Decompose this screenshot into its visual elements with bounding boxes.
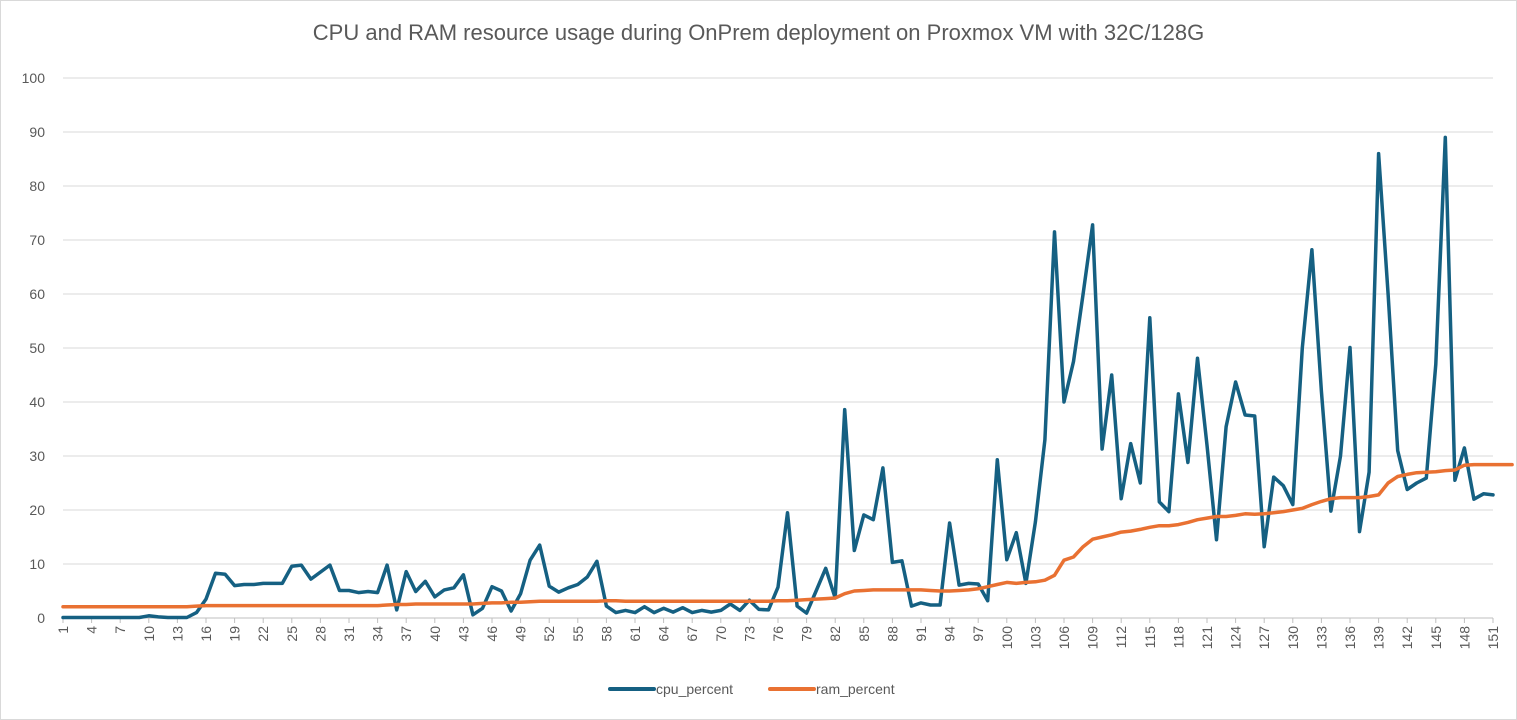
x-tick-label: 73 <box>741 626 757 642</box>
x-tick-label: 25 <box>284 626 300 642</box>
gridlines <box>63 77 1493 619</box>
x-tick-label: 145 <box>1428 626 1444 650</box>
x-tick-label: 34 <box>370 626 386 642</box>
legend-label-ram_percent: ram_percent <box>816 681 895 697</box>
y-tick-label: 40 <box>29 394 45 410</box>
x-tick-label: 151 <box>1485 626 1501 650</box>
x-tick-label: 37 <box>398 626 414 642</box>
x-tick-label: 136 <box>1342 626 1358 650</box>
x-tick-label: 55 <box>570 626 586 642</box>
x-tick-label: 16 <box>198 626 214 642</box>
x-tick-label: 139 <box>1371 626 1387 650</box>
x-tick-label: 142 <box>1399 626 1415 650</box>
x-tick-label: 28 <box>312 626 328 642</box>
x-tick-label: 94 <box>942 626 958 642</box>
x-tick-label: 97 <box>970 626 986 642</box>
y-tick-label: 50 <box>29 340 45 356</box>
x-tick-label: 109 <box>1085 626 1101 650</box>
y-tick-label: 0 <box>37 610 45 626</box>
y-tick-label: 60 <box>29 286 45 302</box>
chart-title: CPU and RAM resource usage during OnPrem… <box>312 20 1205 45</box>
y-tick-label: 100 <box>22 70 46 86</box>
x-tick-label: 130 <box>1285 626 1301 650</box>
x-tick-label: 64 <box>656 626 672 642</box>
x-tick-label: 49 <box>513 626 529 642</box>
x-tick-label: 7 <box>112 626 128 634</box>
x-tick-label: 70 <box>713 626 729 642</box>
x-tick-label: 13 <box>169 626 185 642</box>
y-tick-label: 10 <box>29 556 45 572</box>
y-tick-label: 70 <box>29 232 45 248</box>
y-tick-label: 30 <box>29 448 45 464</box>
legend-label-cpu_percent: cpu_percent <box>656 681 733 697</box>
y-tick-label: 90 <box>29 124 45 140</box>
x-tick-label: 46 <box>484 626 500 642</box>
x-tick-label: 79 <box>799 626 815 642</box>
x-tick-label: 22 <box>255 626 271 642</box>
x-tick-label: 43 <box>455 626 471 642</box>
x-tick-label: 127 <box>1256 626 1272 650</box>
x-tick-label: 112 <box>1113 626 1129 649</box>
x-tick-label: 148 <box>1456 626 1472 650</box>
y-tick-label: 20 <box>29 502 45 518</box>
x-tick-label: 61 <box>627 626 643 642</box>
x-tick-label: 52 <box>541 626 557 642</box>
x-tick-label: 10 <box>141 626 157 642</box>
series-line-cpu_percent <box>61 135 1495 620</box>
x-tick-label: 82 <box>827 626 843 642</box>
x-tick-label: 124 <box>1228 626 1244 650</box>
x-tick-label: 85 <box>856 626 872 642</box>
series-layer <box>61 135 1514 620</box>
x-axis-ticks: 1 4 7 10 13 16 19 22 25 28 31 34 37 40 43 46 49 52 55 58 61 6… <box>55 618 1501 649</box>
x-tick-label: 19 <box>227 626 243 642</box>
series-line-ram_percent <box>61 462 1514 609</box>
x-tick-label: 100 <box>999 626 1015 650</box>
x-tick-label: 106 <box>1056 626 1072 650</box>
x-tick-label: 115 <box>1142 626 1158 649</box>
x-tick-label: 91 <box>913 626 929 642</box>
y-axis-ticks: 0 10 20 30 40 50 60 70 80 90 100 <box>22 70 46 626</box>
x-tick-label: 103 <box>1027 626 1043 650</box>
x-tick-label: 1 <box>55 626 71 634</box>
x-tick-label: 88 <box>884 626 900 642</box>
x-tick-label: 133 <box>1313 626 1329 650</box>
x-tick-label: 118 <box>1170 626 1186 649</box>
x-tick-label: 40 <box>427 626 443 642</box>
legend: cpu_percent ram_percent <box>608 681 895 697</box>
x-tick-label: 67 <box>684 626 700 642</box>
x-tick-label: 58 <box>598 626 614 642</box>
x-tick-label: 76 <box>770 626 786 642</box>
y-tick-label: 80 <box>29 178 45 194</box>
x-tick-label: 4 <box>84 626 100 634</box>
x-tick-label: 31 <box>341 626 357 642</box>
x-tick-label: 121 <box>1199 626 1215 650</box>
